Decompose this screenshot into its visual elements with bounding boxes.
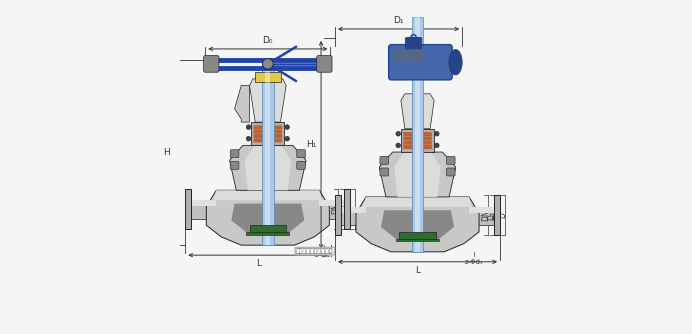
Polygon shape: [345, 189, 350, 228]
Polygon shape: [401, 94, 434, 129]
Polygon shape: [231, 204, 304, 233]
Text: D₂: D₂: [487, 211, 496, 220]
Polygon shape: [469, 207, 494, 213]
FancyBboxPatch shape: [389, 45, 452, 80]
Text: H₁: H₁: [306, 140, 316, 149]
Polygon shape: [341, 207, 366, 225]
Polygon shape: [494, 195, 500, 235]
Circle shape: [435, 143, 439, 148]
Polygon shape: [320, 200, 345, 206]
Polygon shape: [235, 86, 250, 122]
Polygon shape: [415, 17, 420, 252]
Text: L: L: [415, 266, 420, 275]
Text: DN: DN: [331, 203, 340, 214]
FancyBboxPatch shape: [230, 150, 239, 158]
Circle shape: [285, 136, 289, 141]
Text: 手动截止阀尺寸结构图: 手动截止阀尺寸结构图: [296, 248, 334, 254]
FancyBboxPatch shape: [380, 168, 389, 176]
Polygon shape: [341, 207, 366, 213]
FancyBboxPatch shape: [446, 168, 455, 176]
Polygon shape: [255, 72, 281, 82]
Circle shape: [396, 131, 401, 136]
Polygon shape: [206, 190, 329, 245]
Polygon shape: [399, 232, 436, 238]
Text: H: H: [163, 148, 170, 157]
Text: D₂: D₂: [338, 204, 347, 213]
FancyBboxPatch shape: [253, 134, 282, 138]
FancyBboxPatch shape: [253, 126, 282, 129]
Polygon shape: [185, 189, 191, 228]
FancyBboxPatch shape: [403, 141, 432, 145]
FancyBboxPatch shape: [403, 136, 432, 140]
Circle shape: [396, 143, 401, 148]
FancyBboxPatch shape: [230, 161, 239, 169]
Polygon shape: [412, 17, 424, 252]
FancyBboxPatch shape: [406, 37, 422, 49]
Polygon shape: [250, 79, 286, 122]
Text: D₀: D₀: [262, 36, 273, 45]
Circle shape: [246, 125, 251, 129]
Circle shape: [246, 136, 251, 141]
Polygon shape: [396, 238, 439, 241]
Text: D: D: [498, 212, 507, 218]
Polygon shape: [401, 129, 434, 152]
Text: z-Φd₁: z-Φd₁: [315, 252, 334, 258]
Text: DN: DN: [481, 209, 490, 221]
Polygon shape: [379, 152, 456, 197]
Polygon shape: [262, 64, 274, 245]
FancyBboxPatch shape: [403, 132, 432, 136]
Polygon shape: [213, 190, 322, 200]
Polygon shape: [191, 200, 217, 206]
Circle shape: [262, 58, 273, 69]
Polygon shape: [265, 64, 271, 245]
Text: z-Φd₁: z-Φd₁: [465, 259, 484, 265]
Polygon shape: [191, 200, 217, 218]
FancyBboxPatch shape: [380, 156, 389, 164]
Circle shape: [435, 131, 439, 136]
Polygon shape: [244, 145, 291, 190]
FancyBboxPatch shape: [253, 138, 282, 142]
Polygon shape: [320, 200, 345, 218]
FancyBboxPatch shape: [253, 130, 282, 134]
Polygon shape: [335, 195, 341, 235]
Text: D₁: D₁: [493, 211, 502, 220]
FancyBboxPatch shape: [317, 55, 332, 72]
FancyBboxPatch shape: [297, 161, 305, 169]
Polygon shape: [246, 232, 289, 234]
Polygon shape: [356, 197, 479, 252]
Polygon shape: [469, 207, 494, 225]
Polygon shape: [393, 50, 424, 62]
Ellipse shape: [449, 49, 462, 75]
FancyBboxPatch shape: [203, 55, 219, 72]
Polygon shape: [381, 210, 454, 240]
Polygon shape: [230, 145, 306, 190]
Circle shape: [285, 125, 289, 129]
Text: D: D: [348, 206, 357, 211]
Polygon shape: [363, 197, 473, 207]
FancyBboxPatch shape: [446, 156, 455, 164]
Polygon shape: [250, 225, 286, 232]
Text: D₁: D₁: [343, 204, 352, 213]
FancyBboxPatch shape: [297, 150, 305, 158]
Polygon shape: [394, 152, 441, 197]
Text: D₁: D₁: [393, 16, 404, 25]
FancyBboxPatch shape: [403, 145, 432, 149]
Text: L: L: [255, 259, 261, 268]
Polygon shape: [251, 122, 284, 145]
